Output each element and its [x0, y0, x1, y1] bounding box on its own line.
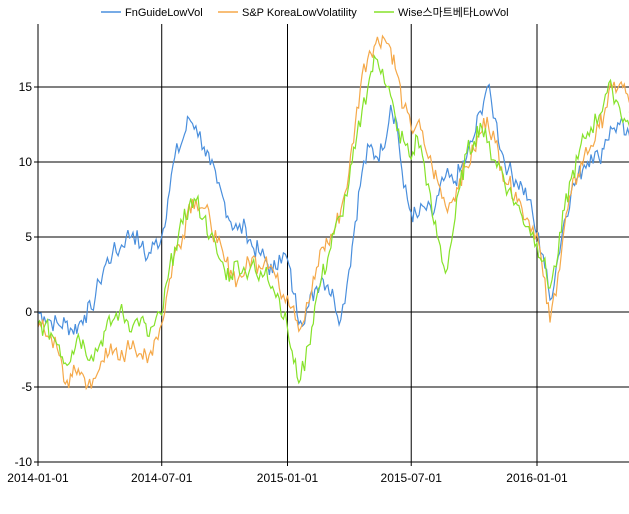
legend: FnGuideLowVol S&P KoreaLowVolatility Wise스… — [101, 6, 509, 19]
series-line-s-p-korealowvolatility — [37, 34, 629, 391]
y-tick-label: 15 — [19, 80, 33, 94]
y-tick-label: 0 — [25, 305, 32, 319]
y-axis-tick-labels: -10 -5 0 5 10 15 — [15, 80, 38, 469]
gridlines — [37, 24, 629, 463]
x-tick-label: 2014-01-01 — [7, 471, 69, 485]
legend-label: S&P KoreaLowVolatility — [242, 7, 357, 19]
series-group — [37, 34, 629, 391]
x-tick-label: 2015-07-01 — [381, 471, 443, 485]
y-tick-label: 10 — [19, 155, 33, 169]
x-tick-label: 2016-01-01 — [506, 471, 568, 485]
y-tick-label: 5 — [25, 230, 32, 244]
axes — [37, 24, 629, 463]
series-line-wise-lowvol — [37, 53, 629, 385]
x-tick-label: 2015-01-01 — [257, 471, 319, 485]
legend-label: Wise스마트베타LowVol — [398, 6, 509, 19]
legend-label: FnGuideLowVol — [125, 7, 203, 19]
y-tick-label: -5 — [21, 380, 32, 394]
x-axis-tick-labels: 2014-01-01 2014-07-01 2015-01-01 2015-07-01… — [7, 462, 568, 485]
series-line-fnguidelowvol — [37, 83, 629, 336]
y-tick-label: -10 — [15, 455, 33, 469]
x-tick-label: 2014-07-01 — [131, 471, 193, 485]
